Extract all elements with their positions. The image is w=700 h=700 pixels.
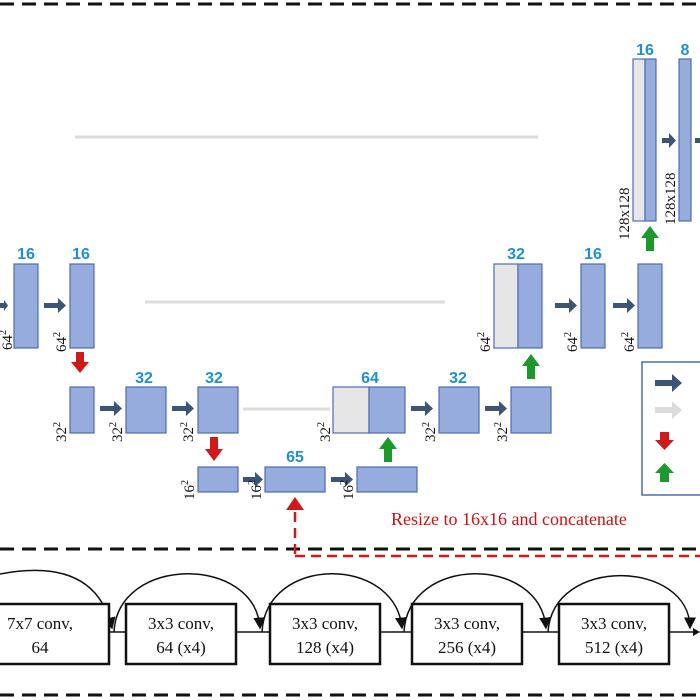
channel-label: 32 [507, 246, 525, 263]
conv-arrow-icon [0, 300, 8, 311]
channel-label: 32 [449, 370, 467, 387]
conv-block [557, 602, 671, 666]
feature-block [678, 58, 692, 222]
residual-arc [547, 575, 696, 633]
dim-label: 128x128 [617, 188, 633, 241]
conv-block-line1: 3x3 conv, [292, 614, 358, 633]
feature-block [438, 386, 480, 434]
conv-arrow-icon [331, 472, 353, 487]
dim-label: 642 [0, 330, 16, 350]
resize-label: Resize to 16x16 and concatenate [391, 509, 627, 529]
down-arrow-icon [205, 437, 223, 461]
up-arrow-icon [286, 497, 304, 510]
residual-arc [113, 573, 266, 633]
feature-block [517, 263, 543, 349]
conv-arrow-icon [411, 401, 433, 416]
conv-block-line2: 512 (x4) [585, 638, 643, 657]
feature-block [356, 466, 418, 493]
dim-label: 642 [563, 332, 581, 352]
conv-arrow-icon [172, 401, 194, 416]
dim-label: 642 [52, 332, 70, 352]
dim-label: 128x128 [663, 173, 679, 226]
feature-block [580, 263, 606, 349]
dim-label: 322 [421, 422, 439, 442]
dim-label: 162 [180, 480, 198, 500]
dim-label: 322 [316, 422, 334, 442]
conv-block-line2: 128 (x4) [296, 638, 354, 657]
conv-arrow-icon [613, 298, 635, 313]
encoder-row: 7x7 conv, 64 3x3 conv, 64 (x4) 3x3 conv,… [0, 569, 700, 666]
conv-arrow-icon [555, 298, 577, 313]
conv-block-line1: 3x3 conv, [148, 614, 214, 633]
concat-block [493, 263, 519, 349]
conv-block [410, 602, 524, 666]
conv-arrow-icon [655, 374, 682, 392]
flow-arrowhead [693, 628, 700, 636]
dim-label: 322 [52, 422, 70, 442]
dim-label: 162 [339, 480, 357, 500]
feature-block [125, 386, 167, 434]
feature-block [368, 386, 406, 434]
conv-block-line1: 7x7 conv, [7, 614, 73, 633]
conv-arrow-icon [44, 298, 66, 313]
conv-block [268, 602, 382, 666]
dim-label: 642 [620, 332, 638, 352]
feature-block [69, 263, 95, 349]
dim-label: 642 [476, 332, 494, 352]
concat-block [332, 386, 370, 434]
legend [641, 361, 700, 496]
feature-block [264, 466, 326, 493]
conv-block-line2: 256 (x4) [438, 638, 496, 657]
concat-block [632, 58, 646, 222]
conv-arrow-icon [485, 401, 507, 416]
up-arrow-icon [379, 437, 397, 462]
conv-block [124, 602, 238, 666]
dim-label: 322 [493, 422, 511, 442]
channel-label: 16 [72, 246, 90, 263]
channel-label: 32 [205, 370, 223, 387]
dim-label: 322 [179, 422, 197, 442]
dim-label: 322 [108, 422, 126, 442]
up-arrow-icon [641, 226, 659, 251]
feature-block [197, 466, 239, 493]
conv-block [0, 602, 111, 666]
channel-label: 16 [636, 42, 654, 59]
skip-arrow-icon [655, 401, 682, 419]
conv-arrow-icon [243, 472, 263, 487]
conv-block-line2: 64 (x4) [156, 638, 206, 657]
conv-block-line1: 3x3 conv, [434, 614, 500, 633]
feature-block [510, 386, 552, 434]
down-arrow-icon [655, 432, 674, 450]
up-arrow-icon [522, 354, 540, 379]
down-arrow-icon [71, 352, 89, 373]
feature-block [197, 386, 239, 434]
up-arrow-icon [655, 463, 674, 482]
channel-label: 65 [286, 449, 304, 466]
conv-arrow-icon [662, 133, 676, 148]
feature-block [13, 263, 39, 349]
conv-arrow-icon [100, 401, 122, 416]
dim-label: 162 [247, 480, 265, 500]
channel-label: 8 [681, 42, 690, 59]
conv-arrow-icon [695, 138, 700, 143]
channel-label: 16 [584, 246, 602, 263]
feature-block [637, 263, 663, 349]
conv-block-line1: 3x3 conv, [581, 614, 647, 633]
channel-label: 16 [17, 246, 35, 263]
channel-label: 32 [135, 370, 153, 387]
channel-label: 64 [361, 370, 379, 387]
feature-block [69, 386, 95, 434]
feature-block [644, 58, 657, 222]
conv-block-line2: 64 [32, 638, 50, 657]
